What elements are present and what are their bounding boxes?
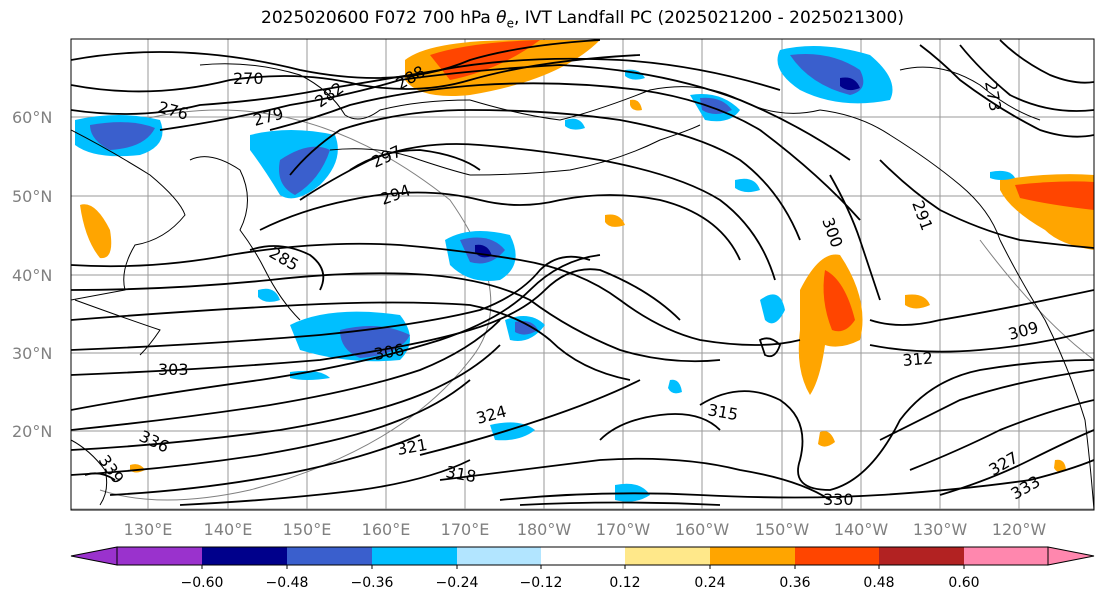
colorbar-tick-label: 0.12 [609,575,640,591]
colorbar-bin [795,547,879,565]
longitude-label: 150°W [755,520,810,539]
title-suffix: , IVT Landfall PC (2025021200 - 20250213… [513,8,904,28]
longitude-label: 130°E [124,520,173,539]
colorbar-extend-high [1047,546,1095,566]
contour-label: 303 [158,360,189,379]
longitude-labels: 130°E 140°E 150°E 160°E 170°E 180°W 170°… [124,520,1047,539]
colorbar-tick-label: −0.24 [436,575,479,591]
colorbar: −0.60 −0.48 −0.36 −0.24 −0.12 0.12 0.24 … [70,546,1095,591]
longitude-label: 120°W [992,520,1047,539]
latitude-label: 20°N [12,422,52,441]
latitude-labels: 60°N 50°N 40°N 30°N 20°N [12,108,52,441]
colorbar-tick-label: −0.48 [266,575,309,591]
colorbar-tick-label: 0.36 [779,575,810,591]
contour-label: 270 [233,69,264,88]
colorbar-bin [117,547,202,565]
latitude-label: 50°N [12,187,52,206]
theta-symbol: θ [496,8,507,28]
map-title: 2025020600 F072 700 hPa θe, IVT Landfall… [0,8,1105,30]
longitude-label: 140°E [204,520,253,539]
latitude-label: 60°N [12,108,52,127]
colorbar-bin [287,547,372,565]
longitude-label: 160°E [362,520,411,539]
colorbar-bin [625,547,710,565]
longitude-label: 170°E [441,520,490,539]
colorbar-tick-label: −0.60 [181,575,224,591]
colorbar-bin [457,547,541,565]
map-content: 270 276 279 282 288 291 294 297 285 300 … [71,39,1094,510]
colorbar-bin [879,547,964,565]
longitude-label: 150°E [283,520,332,539]
theta-e-contours [71,39,1094,506]
colorbar-bin [372,547,457,565]
colorbar-tick-label: 0.24 [694,575,725,591]
longitude-label: 170°W [596,520,651,539]
map-frame [70,38,1095,511]
latitude-label: 40°N [12,266,52,285]
colorbar-tick-label: −0.36 [351,575,394,591]
title-prefix: 2025020600 F072 700 hPa [261,8,497,28]
colorbar-extend-low [70,546,118,566]
colorbar-bin [964,547,1048,565]
longitude-label: 130°W [913,520,968,539]
latitude-label: 30°N [12,344,52,363]
colorbar-frame [116,546,1049,566]
colorbar-bin [541,547,625,565]
colorbar-tick-label: −0.12 [520,575,563,591]
colorbar-tick-label: 0.60 [948,575,979,591]
longitude-label: 140°W [834,520,889,539]
longitude-label: 160°W [675,520,730,539]
colorbar-bin [202,547,287,565]
longitude-label: 180°W [517,520,572,539]
colorbar-bin [710,547,795,565]
contour-label: 330 [823,490,854,509]
contour-label: 312 [902,348,934,370]
colorbar-tick-label: 0.48 [863,575,894,591]
theta-subscript: e [506,16,514,31]
